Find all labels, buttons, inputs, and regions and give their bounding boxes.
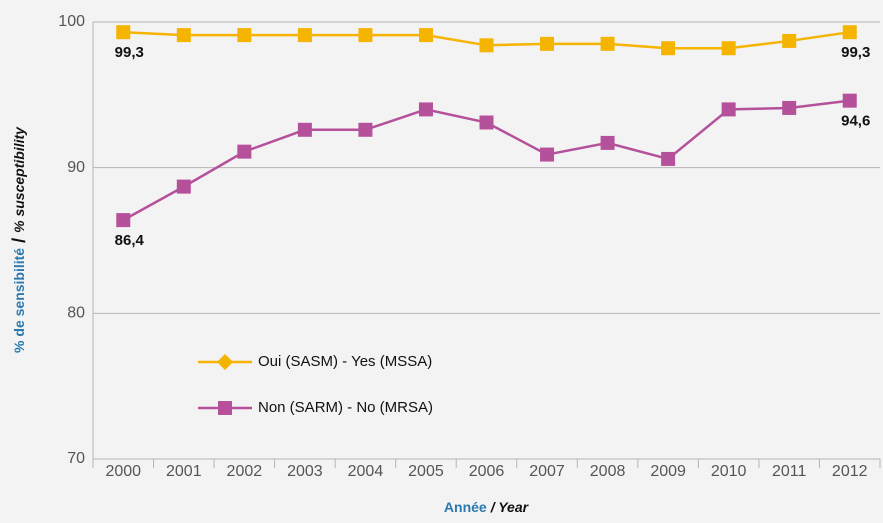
point-marker xyxy=(661,151,676,166)
y-axis-title: % de sensibilité / % susceptibility xyxy=(9,126,29,353)
x-tick-label: 2007 xyxy=(529,463,565,480)
legend-marker xyxy=(217,354,233,370)
point-marker xyxy=(540,36,555,51)
x-tick-label: 2010 xyxy=(711,463,747,480)
x-tick-label: 2000 xyxy=(105,463,141,480)
point-marker xyxy=(600,36,615,51)
point-marker xyxy=(721,102,736,117)
legend-label: Oui (SASM) - Yes (MSSA) xyxy=(258,353,432,370)
legend-label: Non (SARM) - No (MRSA) xyxy=(258,399,433,416)
value-label: 99,3 xyxy=(841,44,870,61)
x-tick-label: 2009 xyxy=(650,463,686,480)
value-label: 94,6 xyxy=(841,113,870,130)
y-title-en: % susceptibility xyxy=(11,126,27,233)
x-tick-label: 2006 xyxy=(469,463,505,480)
x-title-fr: Année xyxy=(444,499,487,515)
point-marker xyxy=(842,25,857,40)
value-label: 99,3 xyxy=(115,44,144,61)
point-marker xyxy=(540,147,555,162)
point-marker xyxy=(358,28,373,43)
x-tick-label: 2008 xyxy=(590,463,626,480)
point-marker xyxy=(418,102,433,117)
y-tick-label: 100 xyxy=(58,13,85,30)
point-marker xyxy=(418,28,433,43)
x-tick-label: 2003 xyxy=(287,463,323,480)
point-marker xyxy=(661,41,676,56)
point-marker xyxy=(358,122,373,137)
point-marker xyxy=(176,28,191,43)
x-title-en: / Year xyxy=(490,499,530,515)
value-label: 86,4 xyxy=(115,232,145,249)
y-tick-label: 90 xyxy=(67,159,85,176)
point-marker xyxy=(782,33,797,48)
point-marker xyxy=(479,38,494,53)
x-tick-label: 2004 xyxy=(348,463,384,480)
point-marker xyxy=(297,28,312,43)
x-tick-label: 2001 xyxy=(166,463,202,480)
x-tick-label: 2005 xyxy=(408,463,444,480)
x-axis-title: Année / Year xyxy=(444,499,530,515)
x-tick-label: 2012 xyxy=(832,463,868,480)
point-marker xyxy=(116,213,131,228)
y-title-fr: % de sensibilité xyxy=(11,248,27,353)
point-marker xyxy=(297,122,312,137)
x-tick-label: 2002 xyxy=(227,463,263,480)
point-marker xyxy=(237,144,252,159)
x-tick-label: 2011 xyxy=(772,463,807,480)
point-marker xyxy=(176,179,191,194)
y-tick-label: 70 xyxy=(67,450,85,467)
point-marker xyxy=(842,93,857,108)
y-title-sep: / xyxy=(9,238,29,243)
point-marker xyxy=(721,41,736,56)
point-marker xyxy=(600,135,615,150)
legend-marker xyxy=(218,401,232,415)
y-tick-label: 80 xyxy=(67,305,85,322)
point-marker xyxy=(237,28,252,43)
point-marker xyxy=(479,115,494,130)
point-marker xyxy=(782,100,797,115)
point-marker xyxy=(116,25,131,40)
